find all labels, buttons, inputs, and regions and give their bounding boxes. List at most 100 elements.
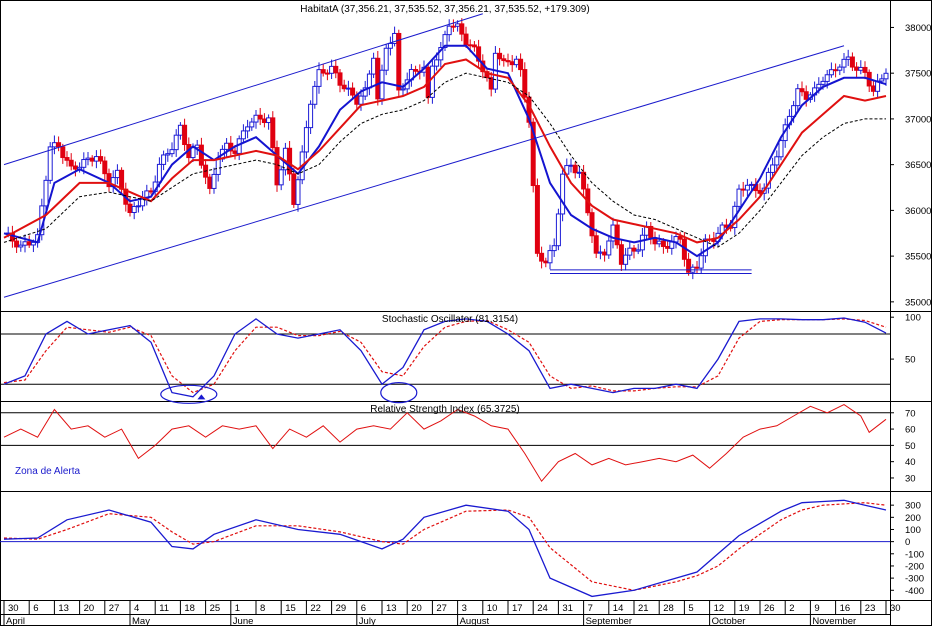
y-tick-label: 100 <box>905 313 921 324</box>
x-axis: 30 6 13 20 27 4 11 18 25 1 8 15 22 29 6 13 20 27 3 10 17 24 31… <box>0 600 901 626</box>
candle-up <box>43 179 49 207</box>
candle-up <box>778 140 784 158</box>
candle-up <box>513 58 519 66</box>
candle-down <box>89 157 95 162</box>
y-tick-label: 70 <box>905 408 916 419</box>
month-label: November <box>812 616 856 626</box>
x-tick-label: 13 <box>58 603 69 614</box>
candle-up <box>576 171 582 174</box>
x-tick-label: 15 <box>285 603 296 614</box>
y-tick-label: 35500 <box>905 252 931 263</box>
candle-down <box>350 87 356 96</box>
candle-down <box>618 244 624 265</box>
candle-down <box>60 146 66 159</box>
candle-up <box>190 147 196 159</box>
y-tick-label: 100 <box>905 525 921 536</box>
month-label: October <box>712 616 746 626</box>
candle-down <box>459 23 465 35</box>
candle-up <box>597 251 603 254</box>
candle-up <box>770 164 776 173</box>
candle-down <box>148 190 154 193</box>
candle-up <box>47 146 53 181</box>
x-tick-label: 24 <box>537 603 548 614</box>
month-label: September <box>586 616 632 626</box>
candle-up <box>18 244 24 248</box>
trendline <box>3 13 483 166</box>
candle-up <box>345 87 351 90</box>
y-tick-label: 50 <box>905 355 916 366</box>
y-tick-label: 38000 <box>905 23 931 34</box>
y-tick-label: 50 <box>905 441 916 452</box>
candle-up <box>165 153 171 156</box>
candle-down <box>207 176 213 189</box>
candle-down <box>694 266 700 269</box>
candle-up <box>669 241 675 249</box>
candle-down <box>534 185 540 254</box>
price-signal-line <box>3 72 886 248</box>
candle-up <box>131 205 137 214</box>
candle-up <box>879 78 885 82</box>
x-tick-label: 13 <box>386 603 397 614</box>
x-tick-label: 19 <box>739 603 750 614</box>
candle-up <box>295 179 301 205</box>
candle-down <box>677 236 683 240</box>
candle-down <box>589 212 595 237</box>
candle-up <box>308 103 314 129</box>
candle-down <box>320 69 326 74</box>
price-fast_ma-line <box>3 44 887 258</box>
candle-down <box>287 147 293 175</box>
candle-up <box>240 130 246 140</box>
month-label: August <box>460 616 490 626</box>
candle-down <box>56 142 62 148</box>
candle-down <box>530 121 536 187</box>
y-tick-label: 36000 <box>905 206 931 217</box>
candle-up <box>816 83 822 89</box>
candle-up <box>837 66 843 71</box>
candle-up <box>249 121 255 128</box>
candle-down <box>291 173 297 205</box>
candle-up <box>698 255 704 269</box>
x-tick-label: 28 <box>663 603 674 614</box>
candle-down <box>505 60 511 63</box>
candle-down <box>849 56 855 68</box>
price-slow_ma-line <box>3 58 887 244</box>
x-tick-label: 1 <box>235 603 240 614</box>
candle-up <box>551 245 557 252</box>
candle-up <box>845 56 851 60</box>
candle-down <box>631 247 637 252</box>
candle-up <box>446 25 452 36</box>
y-tick-label: 37500 <box>905 69 931 80</box>
candle-down <box>539 252 545 262</box>
x-tick-label: 6 <box>361 603 366 614</box>
month-label: May <box>132 616 150 626</box>
candle-up <box>30 241 36 246</box>
candle-up <box>303 127 309 153</box>
candle-down <box>182 124 188 146</box>
candle-down <box>274 147 280 186</box>
candle-up <box>606 240 612 256</box>
candle-down <box>593 235 599 254</box>
x-tick-label: 3 <box>462 603 467 614</box>
candle-down <box>799 88 805 93</box>
candle-up <box>795 88 801 107</box>
candle-up <box>156 163 162 183</box>
x-tick-label: 30 <box>890 603 901 614</box>
candle-up <box>635 249 641 252</box>
candle-up <box>702 238 708 257</box>
macd-line <box>3 499 887 598</box>
month-label: July <box>359 616 376 626</box>
candle-up <box>434 59 440 67</box>
candle-down <box>686 258 692 273</box>
candle-up <box>623 254 629 265</box>
y-tick-label: 0 <box>905 537 910 548</box>
x-tick-label: 20 <box>411 603 422 614</box>
candle-up <box>547 250 553 264</box>
candle-up <box>173 134 179 151</box>
candle-down <box>518 58 524 71</box>
x-tick-label: 11 <box>159 603 169 614</box>
candle-up <box>429 65 435 98</box>
candle-up <box>627 247 633 256</box>
